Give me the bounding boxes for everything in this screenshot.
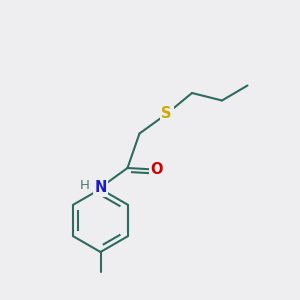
Text: N: N xyxy=(94,180,107,195)
Text: O: O xyxy=(151,162,163,177)
Text: H: H xyxy=(80,178,90,192)
Text: S: S xyxy=(161,106,172,122)
